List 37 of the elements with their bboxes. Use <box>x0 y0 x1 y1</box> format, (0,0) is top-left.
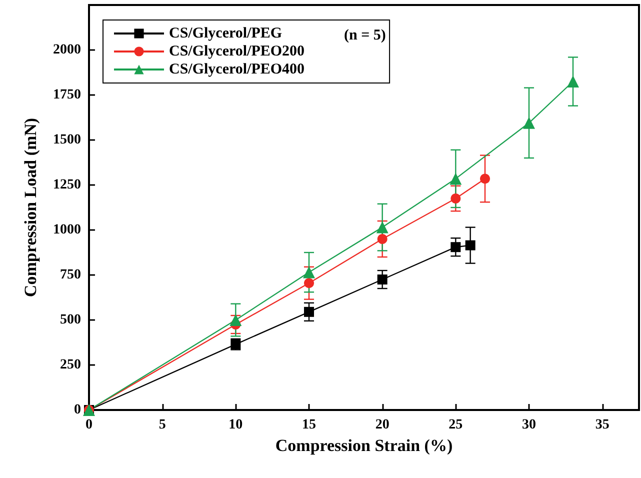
point <box>567 76 579 88</box>
point <box>230 314 242 326</box>
x-tick-label: 30 <box>522 418 536 432</box>
x-tick-label: 0 <box>86 418 92 432</box>
y-tick-label: 1750 <box>53 88 81 102</box>
x-axis-title: Compression Strain (%) <box>275 436 453 455</box>
y-tick-label: 0 <box>74 402 81 418</box>
y-tick-label: 1000 <box>53 222 81 238</box>
point <box>377 234 388 244</box>
y-tick-label: 500 <box>60 312 81 328</box>
point <box>450 172 462 185</box>
point <box>480 174 490 184</box>
x-tick-label: 15 <box>302 418 316 432</box>
point <box>304 278 314 288</box>
point <box>377 274 388 284</box>
legend-label: CS/Glycerol/PEO400 <box>169 62 305 78</box>
y-axis-title: Compression Load (mN) <box>21 118 40 298</box>
point <box>303 266 315 278</box>
y-tick-label: 250 <box>60 358 81 372</box>
x-tick-label: 10 <box>228 418 243 432</box>
point <box>376 221 388 234</box>
point <box>450 242 461 252</box>
y-tick-label: 1500 <box>53 132 81 148</box>
x-tick-label: 5 <box>158 418 166 432</box>
x-tick-label: 20 <box>375 418 390 432</box>
x-tick-label: 25 <box>448 418 463 432</box>
point <box>465 240 476 250</box>
legend-label: CS/Glycerol/PEO200 <box>169 44 305 60</box>
annotation: (n = 5) <box>344 28 386 44</box>
y-tick-label: 750 <box>60 268 81 282</box>
y-tick-label: 2000 <box>53 42 81 58</box>
point <box>523 116 535 129</box>
point <box>304 306 314 317</box>
point <box>450 194 461 204</box>
y-tick-label: 1250 <box>53 178 81 192</box>
legend-label: CS/Glycerol/PEG <box>169 26 282 42</box>
x-tick-label: 35 <box>595 418 610 432</box>
